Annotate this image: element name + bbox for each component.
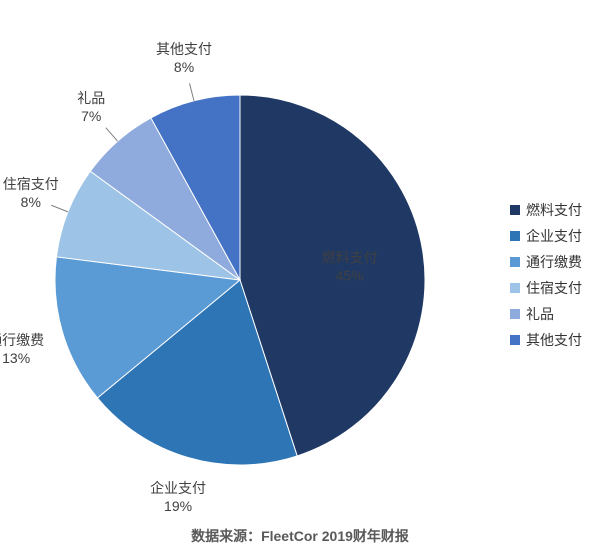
leader-line bbox=[106, 128, 118, 142]
slice-pct: 19% bbox=[164, 498, 192, 514]
legend-swatch bbox=[510, 309, 520, 319]
legend-label: 其他支付 bbox=[526, 330, 582, 350]
slice-label: 企业支付 bbox=[150, 480, 206, 496]
slice-pct: 45% bbox=[336, 268, 364, 284]
chart-container: 燃料支付 45% 企业支付 19% 通行缴费 13% 住宿支付 8% 礼品 7% 其他支付 8% 燃料… bbox=[0, 0, 600, 558]
slice-pct: 8% bbox=[21, 194, 41, 210]
slice-label: 通行缴费 bbox=[0, 332, 44, 348]
leader-line bbox=[51, 205, 68, 212]
legend-item: 企业支付 bbox=[510, 226, 582, 246]
legend-swatch bbox=[510, 257, 520, 267]
slice-label: 其他支付 bbox=[156, 41, 212, 57]
legend-item: 燃料支付 bbox=[510, 200, 582, 220]
legend-swatch bbox=[510, 335, 520, 345]
legend-item: 其他支付 bbox=[510, 330, 582, 350]
legend-label: 企业支付 bbox=[526, 226, 582, 246]
legend-swatch bbox=[510, 283, 520, 293]
slice-pct: 13% bbox=[2, 350, 30, 366]
slice-label: 住宿支付 bbox=[3, 176, 59, 192]
legend-item: 礼品 bbox=[510, 304, 582, 324]
source-text: 数据来源：FleetCor 2019财年财报 bbox=[0, 526, 600, 546]
slice-pct: 8% bbox=[174, 59, 194, 75]
slice-label: 燃料支付 bbox=[322, 250, 378, 266]
legend-label: 通行缴费 bbox=[526, 252, 582, 272]
legend-item: 住宿支付 bbox=[510, 278, 582, 298]
legend-item: 通行缴费 bbox=[510, 252, 582, 272]
slice-label: 礼品 bbox=[77, 90, 105, 106]
legend-label: 燃料支付 bbox=[526, 200, 582, 220]
leader-line bbox=[190, 83, 194, 100]
legend-label: 礼品 bbox=[526, 304, 554, 324]
legend-swatch bbox=[510, 231, 520, 241]
legend-swatch bbox=[510, 205, 520, 215]
slice-pct: 7% bbox=[81, 108, 101, 124]
legend: 燃料支付企业支付通行缴费住宿支付礼品其他支付 bbox=[510, 200, 582, 356]
legend-label: 住宿支付 bbox=[526, 278, 582, 298]
